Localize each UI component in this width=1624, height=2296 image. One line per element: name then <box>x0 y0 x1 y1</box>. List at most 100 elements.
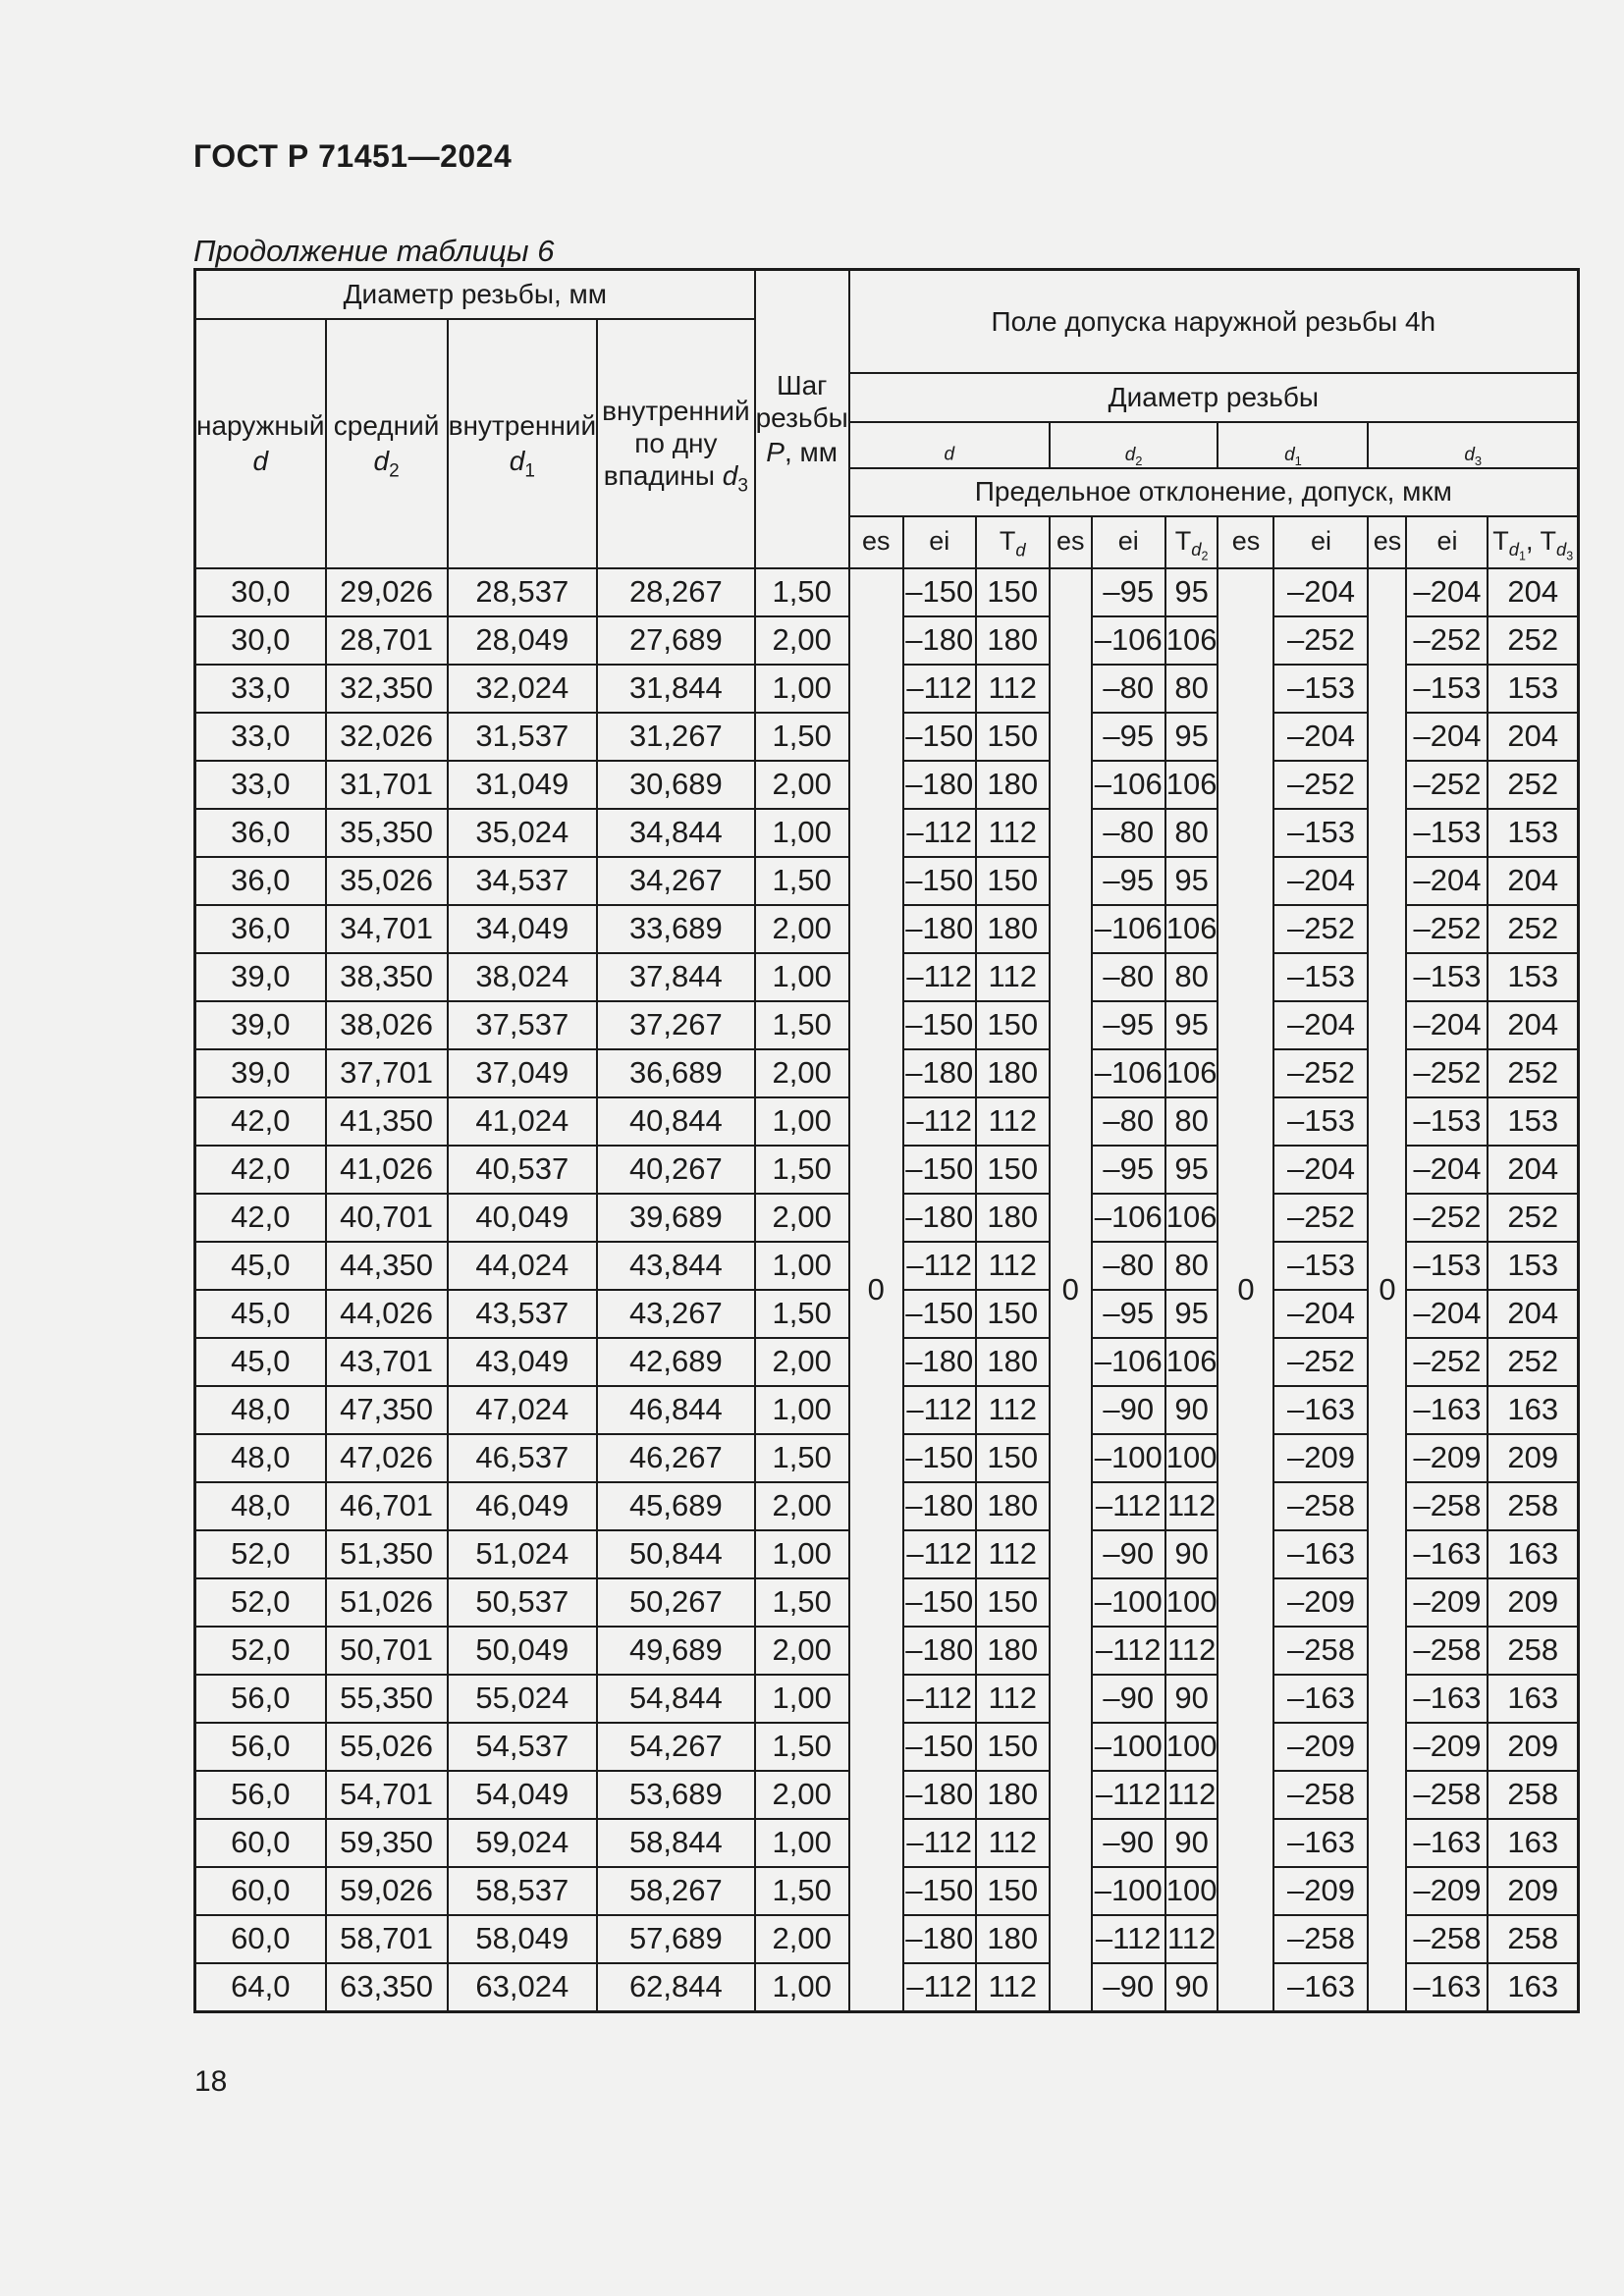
cell-d1: 54,537 <box>446 1721 599 1772</box>
cell-td2: 106 <box>1164 1047 1219 1098</box>
col-symbol: d <box>722 460 738 492</box>
cell-d2: 50,701 <box>324 1625 449 1676</box>
cell-pitch: 2,00 <box>753 903 850 954</box>
cell-ei-d2: –112 <box>1090 1769 1166 1820</box>
cell-ei-d3: –209 <box>1405 1865 1489 1916</box>
cell-td1-td3: 252 <box>1487 1336 1580 1387</box>
cell-ei-d1: –252 <box>1272 759 1370 810</box>
cell-d2: 35,350 <box>324 807 449 858</box>
cell-ei-d2: –100 <box>1090 1576 1166 1628</box>
col-header-root-d3: внутренний по дну впадины d3 <box>596 317 756 569</box>
cell-td1-td3: 209 <box>1487 1865 1580 1916</box>
cell-pitch: 1,50 <box>753 1432 850 1483</box>
cell-td: 150 <box>974 711 1051 762</box>
cell-ei-d1: –204 <box>1272 1144 1370 1195</box>
cell-d2: 44,026 <box>324 1288 449 1339</box>
cell-td2: 90 <box>1164 1384 1219 1435</box>
cell-ei-d3: –153 <box>1405 1095 1489 1147</box>
cell-td2: 95 <box>1164 855 1219 906</box>
cell-ei-d: –112 <box>901 951 977 1002</box>
cell-td: 112 <box>974 1384 1051 1435</box>
cell-td: 150 <box>974 1721 1051 1772</box>
cell-td: 150 <box>974 1865 1051 1916</box>
cell-d: 33,0 <box>193 711 327 762</box>
cell-td1-td3: 209 <box>1487 1721 1580 1772</box>
cell-ei-d: –180 <box>901 1480 977 1531</box>
cell-ei-d: –112 <box>901 1528 977 1579</box>
cell-ei-d3: –204 <box>1405 855 1489 906</box>
cell-d1: 44,024 <box>446 1240 599 1291</box>
cell-ei-d3: –163 <box>1405 1528 1489 1579</box>
cell-d3: 31,844 <box>596 663 756 714</box>
cell-td1-td3: 163 <box>1487 1673 1580 1724</box>
cell-d1: 59,024 <box>446 1817 599 1868</box>
cell-d3: 50,267 <box>596 1576 756 1628</box>
cell-ei-d: –150 <box>901 1144 977 1195</box>
cell-ei-d3: –204 <box>1405 566 1489 617</box>
cell-d2: 58,701 <box>324 1913 449 1964</box>
cell-td2: 90 <box>1164 1528 1219 1579</box>
cell-td1-td3: 252 <box>1487 1047 1580 1098</box>
cell-ei-d1: –252 <box>1272 1047 1370 1098</box>
cell-ei-d: –180 <box>901 1336 977 1387</box>
cell-ei-d3: –204 <box>1405 711 1489 762</box>
cell-d2: 55,350 <box>324 1673 449 1724</box>
cell-ei-d2: –90 <box>1090 1528 1166 1579</box>
cell-ei-d3: –252 <box>1405 1336 1489 1387</box>
header-leaf-4: ei <box>1090 514 1166 569</box>
cell-ei-d1: –258 <box>1272 1769 1370 1820</box>
table-row: 45,0 44,350 44,024 43,844 1,00 –112 112 –80 80 –1… <box>193 1240 1580 1291</box>
cell-d3: 53,689 <box>596 1769 756 1820</box>
cell-td1-td3: 153 <box>1487 807 1580 858</box>
cell-td2: 100 <box>1164 1576 1219 1628</box>
cell-ei-d2: –112 <box>1090 1480 1166 1531</box>
cell-d2: 41,350 <box>324 1095 449 1147</box>
col-symbol-index: 3 <box>737 475 748 497</box>
cell-ei-d1: –153 <box>1272 807 1370 858</box>
cell-d3: 43,844 <box>596 1240 756 1291</box>
cell-ei-d1: –252 <box>1272 903 1370 954</box>
cell-pitch: 1,50 <box>753 1576 850 1628</box>
cell-d1: 38,024 <box>446 951 599 1002</box>
cell-ei-d: –112 <box>901 1673 977 1724</box>
cell-ei-d2: –80 <box>1090 807 1166 858</box>
cell-ei-d1: –163 <box>1272 1528 1370 1579</box>
cell-td2: 95 <box>1164 566 1219 617</box>
cell-td2: 106 <box>1164 1336 1219 1387</box>
cell-td1-td3: 209 <box>1487 1576 1580 1628</box>
cell-ei-d1: –258 <box>1272 1913 1370 1964</box>
cell-ei-d1: –153 <box>1272 951 1370 1002</box>
header-d-group-d3: d3 <box>1367 420 1580 469</box>
cell-es-d2: 0 <box>1048 566 1093 2012</box>
cell-d: 45,0 <box>193 1336 327 1387</box>
cell-td2: 100 <box>1164 1865 1219 1916</box>
cell-ei-d3: –209 <box>1405 1432 1489 1483</box>
cell-ei-d3: –204 <box>1405 1144 1489 1195</box>
cell-ei-d2: –112 <box>1090 1913 1166 1964</box>
standard-code: ГОСТ Р 71451—2024 <box>193 138 513 174</box>
cell-d2: 55,026 <box>324 1721 449 1772</box>
table-row: 39,0 37,701 37,049 36,689 2,00 –180 180 –106 106… <box>193 1047 1580 1098</box>
cell-d3: 49,689 <box>596 1625 756 1676</box>
col-symbol-index: 2 <box>389 460 400 482</box>
cell-d2: 59,350 <box>324 1817 449 1868</box>
table-row: 48,0 46,701 46,049 45,689 2,00 –180 180 –112 112… <box>193 1480 1580 1531</box>
cell-d1: 35,024 <box>446 807 599 858</box>
cell-ei-d1: –209 <box>1272 1576 1370 1628</box>
header-d-group-d2: d2 <box>1048 420 1219 469</box>
col-symbol: d <box>252 445 269 476</box>
cell-ei-d: –150 <box>901 1576 977 1628</box>
cell-d1: 28,537 <box>446 566 599 617</box>
table-row: 42,0 41,026 40,537 40,267 1,50 –150 150 –95 95 –2… <box>193 1144 1580 1195</box>
header-deviation: Предельное отклонение, допуск, мкм <box>847 466 1580 517</box>
cell-td: 112 <box>974 1961 1051 2012</box>
cell-ei-d1: –153 <box>1272 1240 1370 1291</box>
cell-pitch: 1,00 <box>753 663 850 714</box>
cell-d2: 28,701 <box>324 614 449 666</box>
cell-pitch: 1,50 <box>753 1288 850 1339</box>
cell-td2: 80 <box>1164 1240 1219 1291</box>
table-row: 39,0 38,350 38,024 37,844 1,00 –112 112 –80 80 –1… <box>193 951 1580 1002</box>
cell-d: 60,0 <box>193 1913 327 1964</box>
cell-d: 45,0 <box>193 1240 327 1291</box>
cell-d: 42,0 <box>193 1144 327 1195</box>
